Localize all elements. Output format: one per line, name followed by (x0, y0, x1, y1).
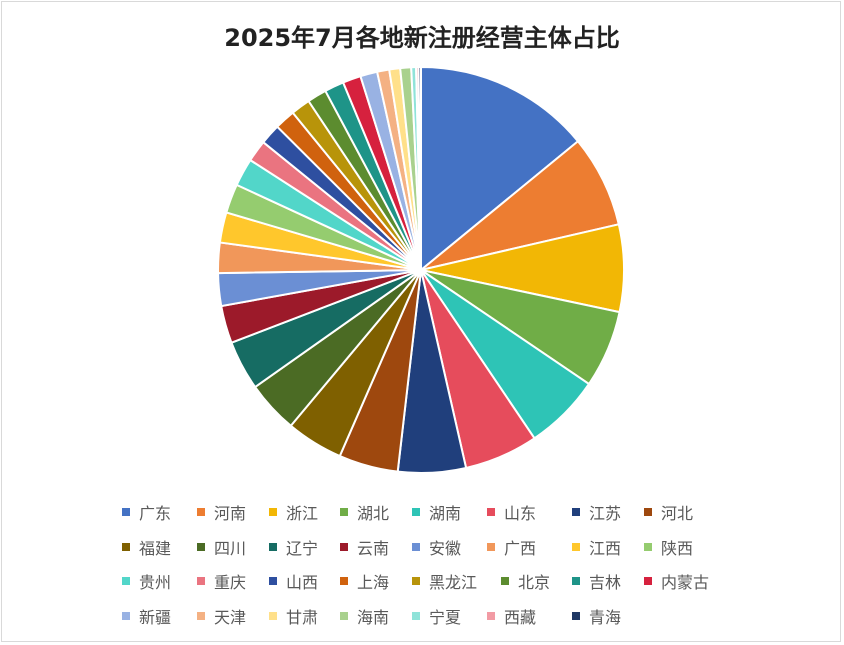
pie-slice-广东 (420, 65, 580, 273)
chart-title: 2025年7月各地新注册经营主体占比 (224, 24, 620, 52)
pie-slice-青海 (417, 65, 422, 271)
